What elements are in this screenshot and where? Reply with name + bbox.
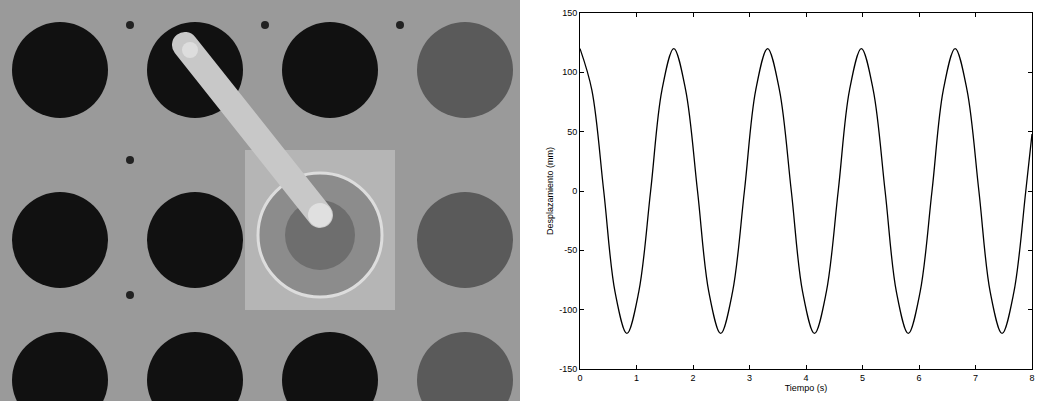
svg-text:100: 100	[562, 67, 577, 77]
svg-text:Desplazamiento (mm): Desplazamiento (mm)	[545, 147, 555, 235]
svg-text:50: 50	[567, 127, 577, 137]
svg-text:-100: -100	[559, 305, 577, 315]
svg-text:3: 3	[747, 373, 752, 383]
svg-text:6: 6	[916, 373, 921, 383]
svg-text:-50: -50	[564, 245, 577, 255]
svg-text:2: 2	[690, 373, 695, 383]
svg-text:0: 0	[572, 186, 577, 196]
svg-text:-150: -150	[559, 364, 577, 374]
svg-text:0: 0	[577, 373, 582, 383]
svg-text:7: 7	[973, 373, 978, 383]
svg-text:8: 8	[1029, 373, 1034, 383]
svg-text:1: 1	[634, 373, 639, 383]
svg-text:Tiempo (s): Tiempo (s)	[785, 383, 828, 393]
svg-text:150: 150	[562, 8, 577, 18]
svg-text:4: 4	[803, 373, 808, 383]
svg-text:5: 5	[860, 373, 865, 383]
